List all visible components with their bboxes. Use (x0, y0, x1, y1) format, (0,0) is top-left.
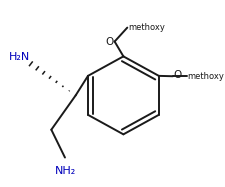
Text: H₂N: H₂N (8, 52, 29, 62)
Text: NH₂: NH₂ (55, 166, 76, 177)
Text: O: O (173, 70, 181, 80)
Text: O: O (105, 36, 113, 47)
Text: methoxy: methoxy (128, 23, 164, 32)
Text: methoxy: methoxy (187, 72, 223, 81)
